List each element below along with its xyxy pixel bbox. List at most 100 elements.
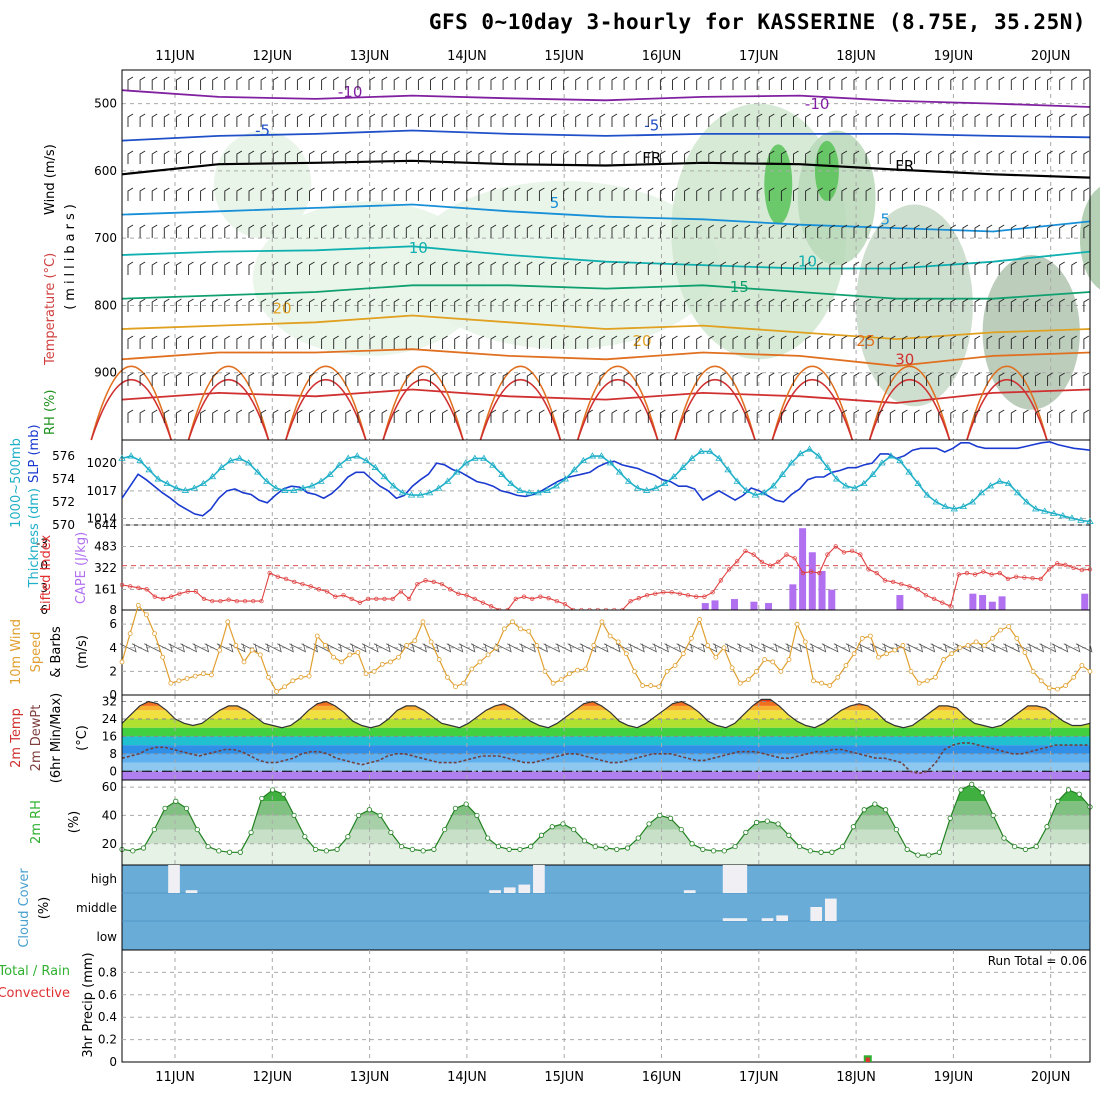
wind-speed-point	[558, 677, 564, 683]
wind-barb	[405, 150, 412, 164]
lifted-index-point	[710, 590, 715, 595]
lifted-index-point	[275, 574, 281, 579]
rh-point	[1065, 787, 1072, 793]
wind-barb	[1022, 409, 1029, 423]
wind-barb	[962, 187, 969, 201]
lifted-index-point	[792, 556, 797, 561]
wind-barb	[454, 113, 460, 127]
wind-barb	[296, 150, 303, 164]
wind-barb	[841, 187, 848, 201]
wind-barb	[611, 261, 618, 275]
wind-barb	[744, 224, 751, 238]
wind-barb	[684, 261, 690, 275]
wind-barb	[309, 372, 315, 386]
wind-barb	[224, 298, 231, 312]
wind-barb	[841, 150, 848, 164]
wind-barb	[865, 187, 872, 201]
wind-barb	[490, 76, 497, 90]
rh-point	[356, 812, 362, 819]
wind-barb	[768, 150, 775, 164]
wind-barb	[611, 224, 618, 238]
wind-barb	[845, 643, 863, 653]
wind-barb	[526, 76, 533, 90]
wind-speed-point	[802, 639, 808, 645]
wind-barb	[1027, 643, 1045, 653]
lifted-index-point	[849, 548, 855, 554]
upper-air-ylabel2: (millibars)	[63, 200, 78, 310]
wind-barb	[841, 261, 848, 275]
rh-point	[442, 826, 448, 833]
wind-barb	[430, 76, 436, 90]
date-label-bottom: 14JUN	[447, 1070, 487, 1085]
wind-barb	[1071, 187, 1078, 201]
date-label-top: 13JUN	[350, 49, 390, 64]
wind-barb	[652, 643, 669, 653]
wind-barb	[333, 76, 339, 90]
thickness-point	[118, 454, 126, 461]
wind-barb	[659, 150, 666, 164]
y-tick-label: 800	[94, 298, 117, 312]
cape-bar	[730, 599, 738, 610]
wind-barb	[829, 335, 836, 349]
lifted-index-point	[833, 544, 838, 549]
wind-barb	[272, 113, 279, 127]
wind-barb	[841, 335, 848, 349]
wind-speed-point	[892, 647, 898, 653]
wind-barb	[236, 113, 243, 127]
wind-barb	[200, 224, 206, 238]
cape-ylabel-text: CAPE (J/kg)	[74, 532, 89, 604]
wind-barb	[736, 643, 754, 653]
wind-barb	[1047, 76, 1053, 90]
wind-barb	[603, 643, 621, 653]
wind-barb	[381, 187, 388, 201]
wind-barb	[829, 187, 836, 201]
wind-barb	[538, 187, 545, 201]
temp-tick-label: 16	[102, 729, 117, 743]
wind-barb	[986, 372, 993, 386]
temperature-contour-5	[121, 203, 1091, 233]
wind-barb	[986, 76, 993, 90]
wind-barb	[260, 298, 267, 312]
lifted-index-point	[800, 570, 806, 576]
run-total-label: Run Total = 0.06	[988, 954, 1087, 968]
wind-barb	[333, 224, 339, 238]
temperature-contour-surface	[771, 379, 854, 441]
lifted-index-point	[324, 589, 330, 594]
wind-speed-point	[526, 628, 532, 634]
wind-barb	[296, 113, 303, 127]
wind-barb	[393, 187, 400, 201]
wind-barb	[1047, 335, 1053, 349]
wind-speed-point	[510, 619, 515, 625]
rh-point	[216, 848, 222, 854]
wind-barb	[296, 76, 303, 90]
wind-barb	[974, 409, 981, 423]
thickness-point	[425, 489, 434, 496]
precip-tick-label: 0	[109, 1055, 117, 1069]
cloud-ylabel-unit: (%)	[37, 897, 52, 920]
wind-barb	[1010, 261, 1017, 275]
wind-barb	[200, 372, 206, 386]
thickness-point	[715, 454, 723, 461]
wind-barb	[640, 643, 657, 653]
temperature-contour-15	[121, 284, 1091, 300]
wind-barb	[1047, 150, 1053, 164]
wind-barb	[309, 113, 315, 127]
rh-point	[366, 807, 372, 813]
wind-barb	[357, 261, 364, 275]
date-label-bottom: 16JUN	[642, 1070, 682, 1085]
thickness-point	[733, 477, 741, 484]
lifted-index-point	[119, 582, 125, 588]
wind-barb	[175, 113, 182, 127]
cloud-level-label: middle	[76, 901, 117, 915]
rh-point	[1022, 846, 1029, 853]
wind-barb	[659, 335, 666, 349]
wind-barb	[768, 187, 775, 201]
wind-barb	[357, 298, 364, 312]
lifted-index-point	[439, 581, 445, 587]
wind-barb	[756, 298, 763, 312]
lifted-index-point	[817, 570, 822, 576]
rh-point	[452, 805, 459, 811]
lifted-index-point	[743, 548, 748, 554]
lifted-index-point	[300, 581, 305, 587]
date-label-bottom: 12JUN	[252, 1070, 292, 1085]
